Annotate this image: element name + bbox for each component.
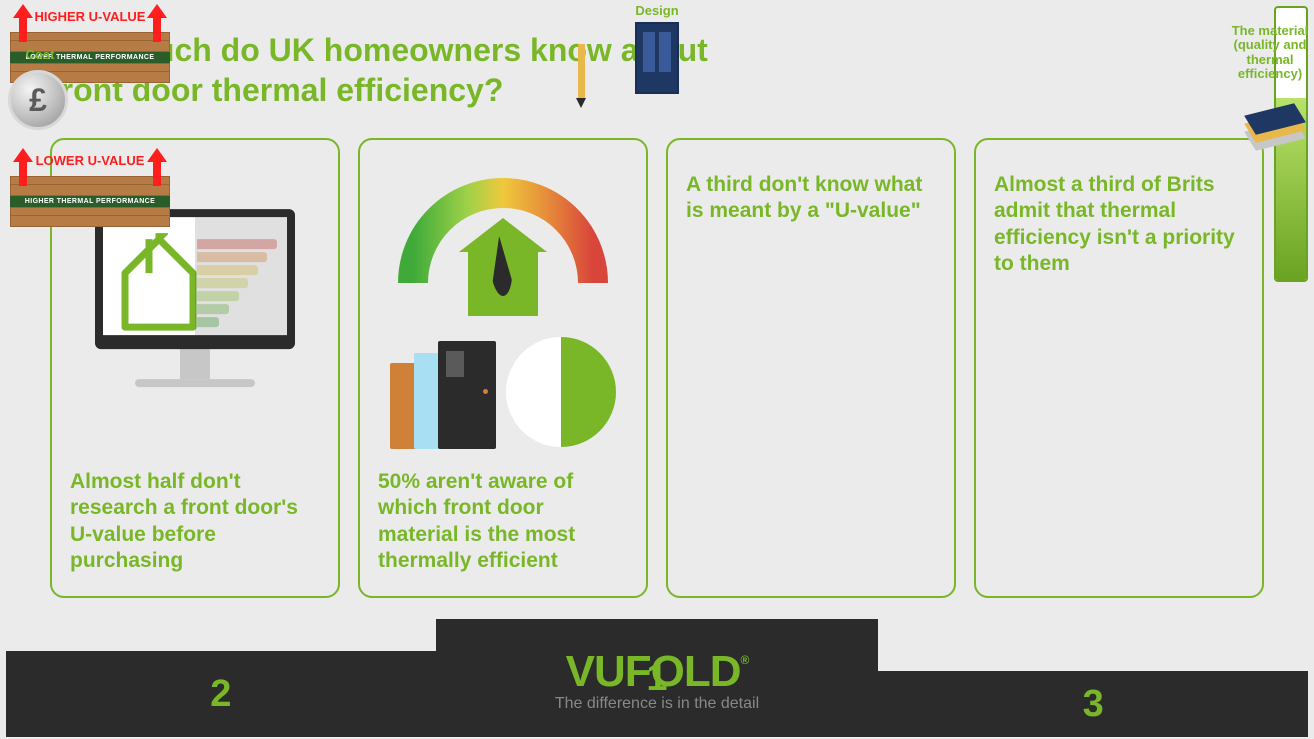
door-icon bbox=[635, 22, 679, 94]
coin-symbol: £ bbox=[29, 82, 47, 119]
cards-row: Almost half don't research a front door'… bbox=[50, 138, 1264, 598]
label-material: The material (quality and thermal effici… bbox=[1226, 24, 1314, 81]
brand-tagline: The difference is in the detail bbox=[0, 695, 1314, 713]
door-panel bbox=[643, 32, 655, 72]
brand-logo: VUFOLD® bbox=[566, 647, 749, 697]
footer: VUFOLD® The difference is in the detail bbox=[0, 647, 1314, 713]
coin-icon: £ bbox=[8, 70, 68, 130]
door-panel bbox=[659, 32, 671, 72]
podium-illustration: Design Cost The material (quality and th… bbox=[0, 0, 1314, 739]
layers-icon bbox=[1250, 108, 1300, 150]
label-cost: Cost bbox=[10, 48, 70, 62]
brand-reg: ® bbox=[741, 653, 749, 667]
brand-name-text: VUFOLD bbox=[566, 647, 741, 696]
label-design: Design bbox=[635, 4, 678, 18]
card-priority: Design Cost The material (quality and th… bbox=[974, 138, 1264, 598]
pencil-icon bbox=[578, 44, 585, 98]
